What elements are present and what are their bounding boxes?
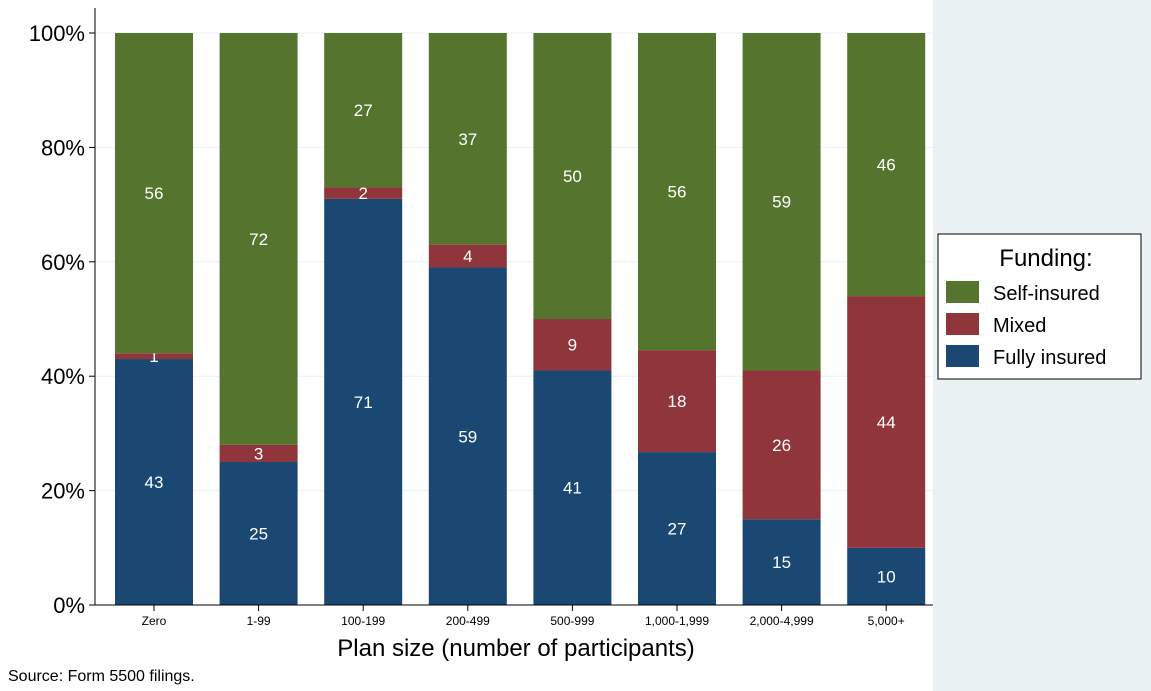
legend-label: Fully insured: [993, 347, 1106, 369]
data-label: 50: [563, 167, 582, 186]
legend-label: Mixed: [993, 315, 1046, 337]
data-label: 41: [563, 479, 582, 498]
y-tick-label: 100%: [29, 21, 85, 46]
data-label: 26: [772, 436, 791, 455]
data-label: 9: [568, 336, 577, 355]
bar-segment-mixed: [742, 370, 821, 520]
bar-segment-fully-insured: [847, 547, 926, 605]
bar-segment-self-insured: [638, 33, 716, 351]
data-label: 27: [668, 520, 687, 539]
bar-segment-self-insured: [428, 33, 507, 245]
data-label: 1: [149, 347, 158, 366]
data-label: 3: [254, 444, 263, 463]
y-tick-label: 80%: [41, 135, 85, 160]
x-tick-label: Zero: [142, 614, 167, 628]
data-label: 2: [358, 184, 367, 203]
bar-segment-mixed: [428, 244, 507, 268]
legend-swatch-self-insured: [946, 281, 979, 303]
data-label: 59: [772, 193, 791, 212]
legend-swatch-mixed: [946, 313, 979, 335]
bar-segment-fully-insured: [324, 198, 403, 605]
data-label: 27: [354, 101, 373, 120]
data-label: 18: [668, 392, 687, 411]
bars: 43 1 56 25 3 72 71 2 27 59 4 37 41 9 50 27 18 56 15 26 59 10 4…: [115, 33, 926, 605]
data-label: 25: [249, 525, 268, 544]
x-tick-label: 1,000-1,999: [645, 614, 709, 628]
bar-segment-self-insured: [219, 33, 298, 445]
bar-segment-self-insured: [847, 33, 926, 297]
data-label: 43: [145, 473, 164, 492]
data-label: 37: [458, 130, 477, 149]
y-tick-label: 20%: [41, 479, 85, 504]
data-label: 59: [458, 427, 477, 446]
bar-segment-mixed: [219, 444, 298, 462]
x-tick-label: 100-199: [341, 614, 385, 628]
bar-segment-self-insured: [324, 33, 403, 188]
axes: 0% 20% 40% 60% 80% 100% Zero 1-99 100-199 200-499…: [29, 8, 933, 628]
data-label: 10: [877, 567, 896, 586]
bar-segment-fully-insured: [115, 359, 193, 605]
data-label: 56: [145, 184, 164, 203]
x-tick-label: 1-99: [247, 614, 271, 628]
bar-segment-fully-insured: [219, 462, 298, 605]
data-label: 46: [877, 156, 896, 175]
data-label: 71: [354, 393, 373, 412]
x-axis-title: Plan size (number of participants): [337, 635, 695, 662]
data-label: 44: [877, 413, 896, 432]
x-tick-label: 5,000+: [868, 614, 905, 628]
x-tick-label: 2,000-4,999: [750, 614, 814, 628]
bar-segment-self-insured: [533, 33, 612, 319]
y-tick-label: 0%: [53, 593, 85, 618]
bar-segment-fully-insured: [638, 452, 716, 605]
bar-segment-fully-insured: [428, 267, 507, 605]
bar-segment-self-insured: [742, 33, 821, 371]
bar-segment-mixed: [115, 353, 193, 360]
bar-segment-fully-insured: [533, 370, 612, 605]
bar-segment-mixed: [533, 319, 612, 371]
legend-title: Funding:: [999, 245, 1092, 272]
bar-segment-mixed: [324, 187, 403, 199]
source-note: Source: Form 5500 filings.: [8, 668, 195, 685]
legend-swatch-fully-insured: [946, 345, 979, 367]
data-label: 56: [668, 183, 687, 202]
bar-segment-mixed: [847, 296, 926, 548]
legend: Funding: Self-insured Mixed Fully insured: [937, 233, 1142, 380]
x-tick-label: 200-499: [446, 614, 490, 628]
bar-segment-mixed: [638, 350, 716, 453]
x-tick-label: 500-999: [550, 614, 594, 628]
data-label: 72: [249, 230, 268, 249]
data-label: 4: [463, 247, 472, 266]
y-tick-label: 60%: [41, 250, 85, 275]
bar-segment-fully-insured: [742, 519, 821, 605]
bar-segment-self-insured: [115, 33, 193, 354]
data-label: 15: [772, 553, 791, 572]
legend-label: Self-insured: [993, 283, 1100, 305]
y-tick-label: 40%: [41, 364, 85, 389]
